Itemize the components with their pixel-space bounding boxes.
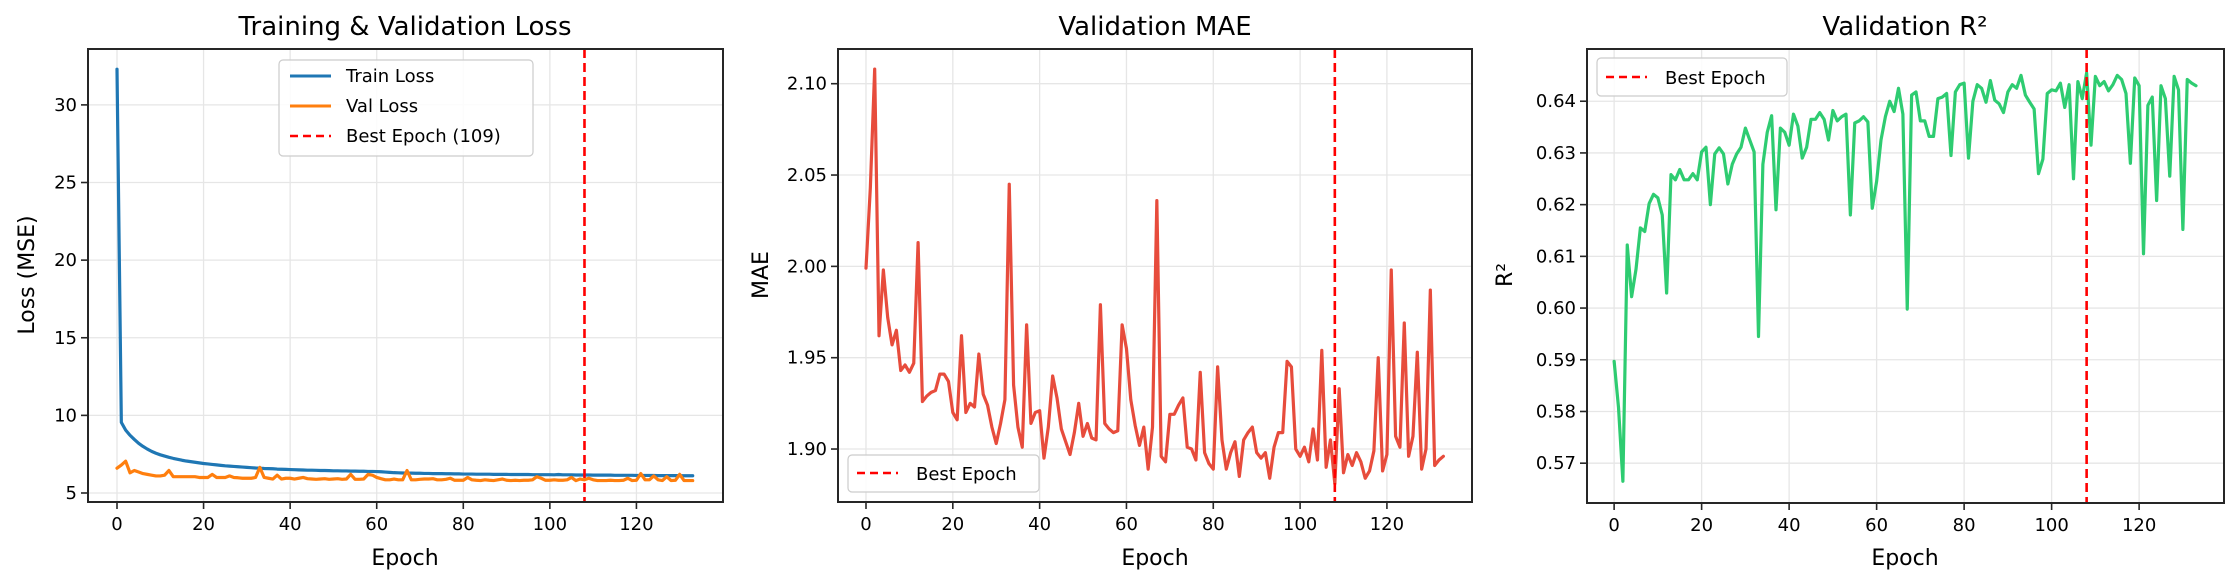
x-tick-label: 100 [1283,514,1317,535]
legend-label-val-loss: Val Loss [346,96,418,117]
y-tick-label: 2.05 [787,165,827,186]
series-group [864,49,1445,502]
x-tick-label: 120 [1370,514,1404,535]
x-tick-label: 0 [1608,515,1619,536]
y-tick-label: 25 [54,173,77,194]
y-tick-label: 0.62 [1536,195,1576,216]
legend-box [847,454,1040,493]
y-axis-label: Loss (MSE) [15,215,40,334]
y-tick-label: 20 [54,250,77,271]
series-line-val-loss [115,459,695,483]
y-axis-label: R² [1493,263,1518,287]
x-tick-label: 120 [619,514,653,535]
x-tick-label: 0 [111,514,122,535]
y-tick-label: 15 [54,328,77,349]
x-tick-label: 20 [192,514,215,535]
x-tick-label: 100 [533,514,567,535]
x-tick-label: 40 [279,514,302,535]
y-axis-label: MAE [749,251,774,299]
mae-chart: Validation MAE Epoch MAE Best Epoch 0 20 4… [749,12,1473,571]
y-tick-label: 0.57 [1536,453,1576,474]
chart-title: Validation R² [1822,12,1987,42]
legend: Train Loss Val Loss Best Epoch (109) [278,59,534,157]
y-tick-label: 5 [66,483,77,504]
x-tick-label: 0 [860,514,871,535]
legend: Best Epoch [847,454,1040,493]
y-tick-label: 0.60 [1536,298,1576,319]
y-tick-label: 0.61 [1536,246,1576,267]
x-tick-label: 20 [941,514,964,535]
x-axis-label: Epoch [1121,546,1188,571]
r2-chart: Validation R² Epoch R² Best Epoch 0 20 40 6… [1493,12,2225,571]
y-tick-label: 0.64 [1536,91,1576,112]
series-line-mae [864,67,1445,486]
legend-label-best-epoch: Best Epoch [916,464,1017,485]
x-axis-label: Epoch [1871,546,1938,571]
series-line-r- [1612,71,2198,483]
y-tick-label: 0.58 [1536,401,1576,422]
x-tick-label: 60 [365,514,388,535]
axes-frame [87,48,724,503]
series-group [1612,49,2198,503]
x-tick-label: 60 [1115,514,1138,535]
y-tick-label: 30 [54,95,77,116]
chart-title: Validation MAE [1058,12,1251,42]
legend-label-best-epoch: Best Epoch [1665,68,1766,89]
y-tick-label: 2.00 [787,256,827,277]
chart-title: Training & Validation Loss [237,12,571,42]
legend: Best Epoch [1596,57,1788,97]
x-tick-label: 100 [2034,515,2068,536]
x-tick-label: 40 [1028,514,1051,535]
legend-label-best-epoch: Best Epoch (109) [346,126,501,147]
legend-box [278,59,534,157]
x-tick-label: 20 [1690,515,1713,536]
legend-label-train-loss: Train Loss [345,66,434,87]
legend-box [1596,57,1788,97]
x-tick-label: 80 [1953,515,1976,536]
x-axis-label: Epoch [371,546,438,571]
axes-frame [837,48,1473,503]
series-group [115,49,695,502]
x-tick-label: 60 [1865,515,1888,536]
y-tick-label: 0.63 [1536,143,1576,164]
y-tick-label: 0.59 [1536,350,1576,371]
loss-chart: Training & Validation Loss Epoch Loss (M… [15,12,724,571]
y-tick-label: 2.10 [787,74,827,95]
x-tick-label: 80 [452,514,475,535]
y-tick-label: 1.90 [787,439,827,460]
x-tick-label: 120 [2122,515,2156,536]
axes-frame [1586,48,2225,504]
x-tick-label: 80 [1202,514,1225,535]
x-tick-label: 40 [1778,515,1801,536]
y-tick-label: 10 [54,405,77,426]
y-tick-label: 1.95 [787,348,827,369]
